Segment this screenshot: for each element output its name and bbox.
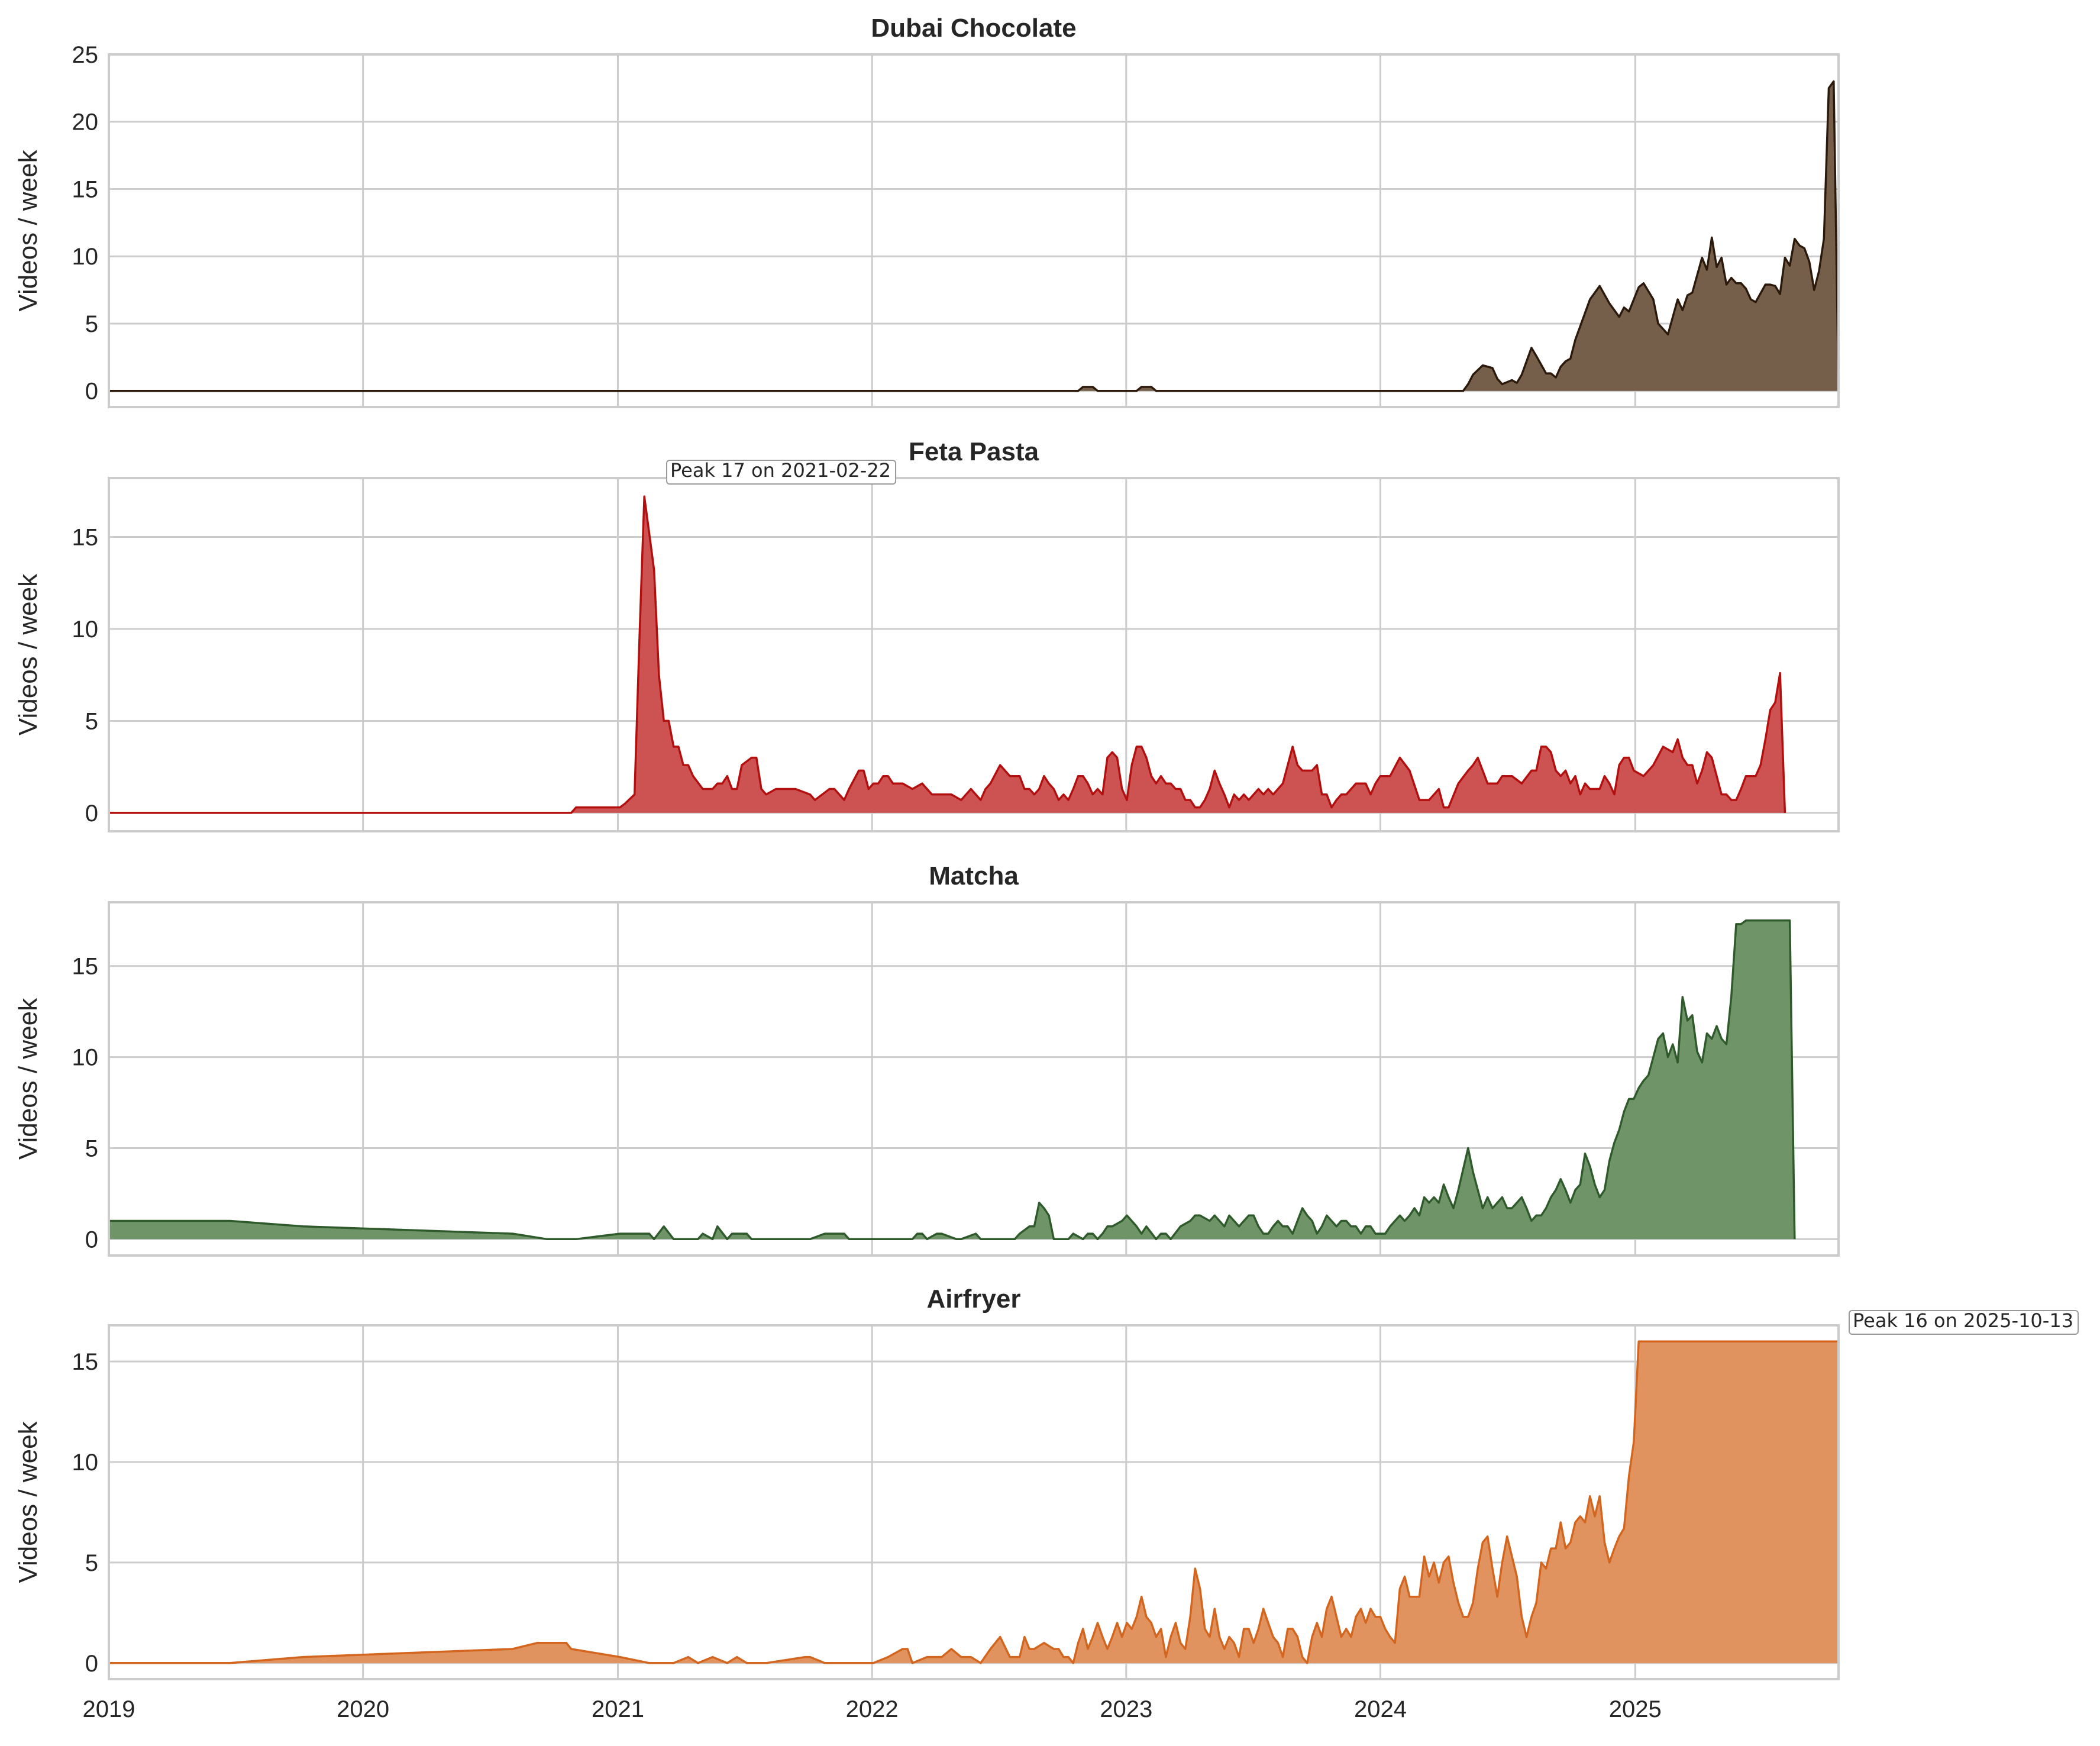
y-tick-label: 10 (72, 244, 99, 270)
y-axis-label: Videos / week (14, 1421, 43, 1583)
y-tick-label: 5 (85, 1550, 98, 1576)
y-tick-label: 20 (72, 109, 99, 135)
y-tick-label: 5 (85, 708, 98, 734)
y-tick-label: 0 (85, 801, 98, 827)
axes-frame (108, 477, 1840, 832)
y-tick-label: 0 (85, 379, 98, 405)
axes-frame (108, 1324, 1840, 1680)
peak-annotation: Peak 16 on 2025-10-13 (1849, 1309, 2079, 1335)
x-tick-label: 2019 (83, 1696, 135, 1722)
series-area (109, 920, 1795, 1240)
y-tick-label: 5 (85, 311, 98, 337)
y-tick-label: 25 (72, 42, 99, 68)
panel-matcha: 0 5 10 15 Matcha Videos / week (14, 861, 1840, 1257)
y-tick-label: 10 (72, 617, 99, 643)
peak-annotation-box (1849, 1310, 2079, 1335)
series-area (109, 1341, 1839, 1663)
x-tick-label: 2020 (337, 1696, 389, 1722)
y-tick-label: 15 (72, 525, 99, 551)
panel-airfryer: 0 5 10 15 Airfryer Videos / week 2019 2020 2021 2… (14, 1285, 2079, 1722)
y-tick-label: 5 (85, 1135, 98, 1161)
y-tick-label: 0 (85, 1651, 98, 1677)
peak-annotation-text: Peak 16 on 2025-10-13 (1853, 1309, 2073, 1332)
peak-annotation: Peak 17 on 2021-02-22 (666, 459, 897, 485)
series-area (109, 81, 1839, 391)
series-line (109, 1340, 1839, 1664)
y-tick-label: 15 (72, 954, 99, 980)
series-line (109, 495, 1786, 814)
x-tick-label: 2025 (1609, 1696, 1662, 1722)
peak-annotation-box (666, 460, 897, 485)
panel-title: Airfryer (927, 1285, 1021, 1313)
y-tick-label: 10 (72, 1450, 99, 1476)
x-tick-label: 2021 (592, 1696, 644, 1722)
y-tick-label: 15 (72, 176, 99, 202)
series-area (109, 496, 1785, 813)
x-tick-label: 2023 (1100, 1696, 1152, 1722)
y-axis-label: Videos / week (14, 998, 43, 1160)
x-tick-label: 2024 (1354, 1696, 1407, 1722)
y-tick-label: 0 (85, 1227, 98, 1253)
y-axis-label: Videos / week (14, 573, 43, 735)
panel-title: Feta Pasta (909, 437, 1039, 466)
x-tick-label: 2022 (846, 1696, 899, 1722)
peak-annotation-text: Peak 17 on 2021-02-22 (670, 459, 891, 482)
panel-title: Matcha (929, 861, 1019, 890)
panel-feta-pasta: 0 5 10 15 Feta Pasta Videos / week Peak 17 on … (14, 437, 1840, 832)
axes-frame (108, 901, 1840, 1257)
series-line (109, 80, 1840, 392)
y-axis-label: Videos / week (14, 149, 43, 311)
series-line (109, 919, 1796, 1241)
y-tick-label: 15 (72, 1349, 99, 1375)
y-tick-label: 10 (72, 1045, 99, 1071)
axes-frame (108, 53, 1840, 408)
panel-title: Dubai Chocolate (871, 14, 1076, 43)
panel-dubai-chocolate: 0 5 10 15 20 25 Dubai Chocolate Videos / week (14, 14, 1840, 408)
